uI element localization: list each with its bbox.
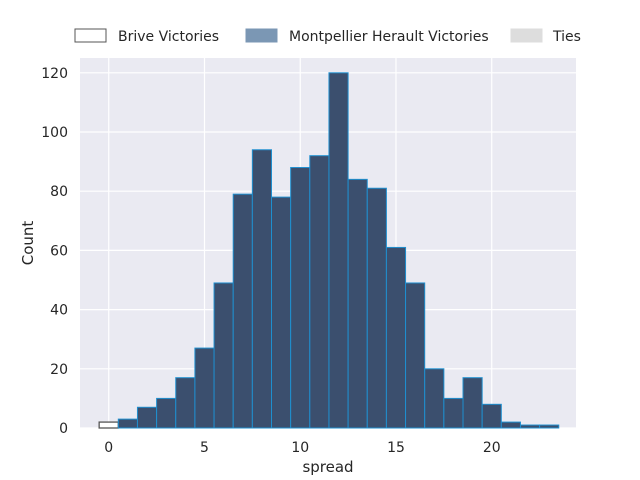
y-tick-label: 120: [41, 66, 68, 82]
y-tick-label: 20: [50, 362, 68, 378]
bar-series-1: [481, 403, 502, 429]
y-axis-label: Count: [19, 221, 37, 266]
bar-series-1: [539, 424, 560, 429]
x-axis-label: spread: [302, 458, 353, 476]
bar-series-1: [175, 377, 196, 429]
y-tick-label: 0: [59, 421, 68, 437]
bar-series-1: [385, 246, 407, 429]
y-tick-label: 100: [41, 125, 68, 141]
x-tick-label: 20: [483, 440, 501, 456]
bar-series-1: [462, 377, 483, 429]
bar-series-1: [232, 193, 253, 429]
bar-series-1: [519, 424, 541, 429]
bar-series-1: [251, 149, 273, 429]
bar-series-0: [98, 421, 119, 429]
legend-label-ties: Ties: [552, 29, 581, 45]
bar-series-1: [328, 72, 349, 429]
bars: [98, 72, 560, 429]
bar-series-1: [347, 178, 368, 429]
legend-label-montpellier: Montpellier Herault Victories: [289, 29, 489, 45]
bar-series-1: [424, 368, 445, 429]
legend-label-brive: Brive Victories: [118, 29, 219, 45]
legend: Brive Victories Montpellier Herault Vict…: [74, 28, 581, 45]
bar-series-1: [213, 282, 234, 429]
bar-series-1: [117, 418, 138, 429]
bar-series-1: [366, 187, 387, 429]
bar-series-1: [309, 155, 330, 429]
x-tick-label: 10: [291, 440, 309, 456]
x-tick-label: 0: [104, 440, 113, 456]
x-tick-label: 5: [200, 440, 209, 456]
bar-series-1: [405, 282, 426, 429]
x-tick-label: 15: [387, 440, 405, 456]
bar-series-1: [500, 421, 521, 429]
bar-series-1: [290, 167, 311, 429]
bar-series-1: [443, 397, 464, 429]
x-axis-ticks: 0 5 10 15 20: [104, 440, 500, 456]
bar-series-1: [271, 196, 292, 429]
bar-series-1: [156, 397, 177, 429]
legend-swatch-montpellier: [245, 28, 278, 43]
legend-swatch-ties: [510, 28, 543, 43]
y-tick-label: 80: [50, 184, 68, 200]
legend-swatch-brive: [74, 28, 107, 43]
y-axis-ticks: 0 20 40 60 80 100 120: [41, 66, 68, 437]
y-tick-label: 60: [50, 243, 68, 259]
y-tick-label: 40: [50, 303, 68, 319]
bar-series-1: [194, 347, 215, 429]
bar-series-1: [136, 406, 158, 429]
